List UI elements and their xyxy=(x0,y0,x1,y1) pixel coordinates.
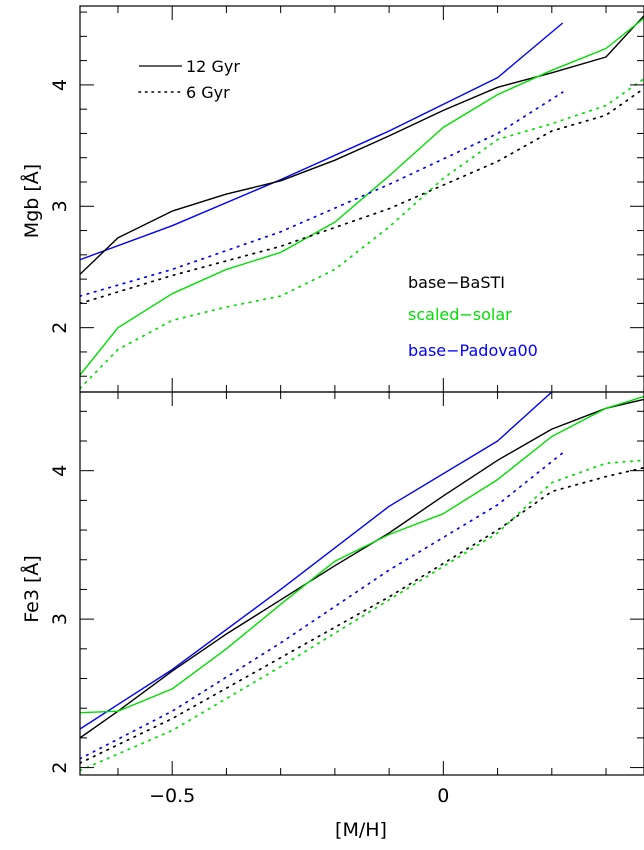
mgb-panel: 2 3 4 xyxy=(49,5,644,393)
x-axis-title: [M/H] xyxy=(335,819,387,841)
mgb-base-padova00-12gyr-line xyxy=(80,22,564,261)
x-tick-labels: −0.5 0 xyxy=(149,785,449,807)
linestyle-legend: 12 Gyr 6 Gyr xyxy=(138,57,240,102)
mgb-y-tick-label: 3 xyxy=(49,200,71,212)
legend-solid-label: 12 Gyr xyxy=(186,57,240,76)
mgb-base-padova00-6gyr-line xyxy=(80,91,564,297)
model-label-basti: base−BaSTI xyxy=(408,273,505,292)
fe3-y-tick-label: 3 xyxy=(49,613,71,625)
mgb-base-basti-12gyr-line xyxy=(80,15,644,275)
mgb-base-basti-6gyr-line xyxy=(80,87,644,305)
fe3-scaled-solar-6gyr-line xyxy=(80,459,644,772)
fe3-frame xyxy=(79,391,644,776)
model-label-padova00: base−Padova00 xyxy=(408,341,538,360)
fe3-base-padova00-6gyr-line xyxy=(80,452,564,760)
fe3-base-basti-12gyr-line xyxy=(80,398,644,739)
mgb-y-tick-label: 4 xyxy=(49,79,71,91)
fe3-y-tick-label: 2 xyxy=(49,762,71,774)
model-label-scaled-solar: scaled−solar xyxy=(408,305,512,324)
fe3-y-tick-label: 4 xyxy=(49,465,71,477)
fe3-base-padova00-12gyr-line xyxy=(80,392,553,730)
fe3-series-group xyxy=(80,392,644,772)
mgb-y-tick-label: 2 xyxy=(49,322,71,334)
mgb-scaled-solar-6gyr-line xyxy=(80,77,644,390)
model-legend: base−BaSTI scaled−solar base−Padova00 xyxy=(408,273,538,360)
legend-dotted-label: 6 Gyr xyxy=(186,83,230,102)
mgb-series-group xyxy=(80,15,644,390)
x-tick-label: 0 xyxy=(437,785,449,807)
fe3-scaled-solar-12gyr-line xyxy=(80,395,644,714)
fe3-panel: 2 3 4 xyxy=(49,391,644,776)
x-tick-label: −0.5 xyxy=(149,785,195,807)
fe3-y-axis-title: Fe3 [Å] xyxy=(20,555,43,623)
fe3-base-basti-6gyr-line xyxy=(80,466,644,764)
mgb-scaled-solar-12gyr-line xyxy=(80,17,644,376)
mgb-y-axis-title: Mgb [Å] xyxy=(20,164,43,238)
